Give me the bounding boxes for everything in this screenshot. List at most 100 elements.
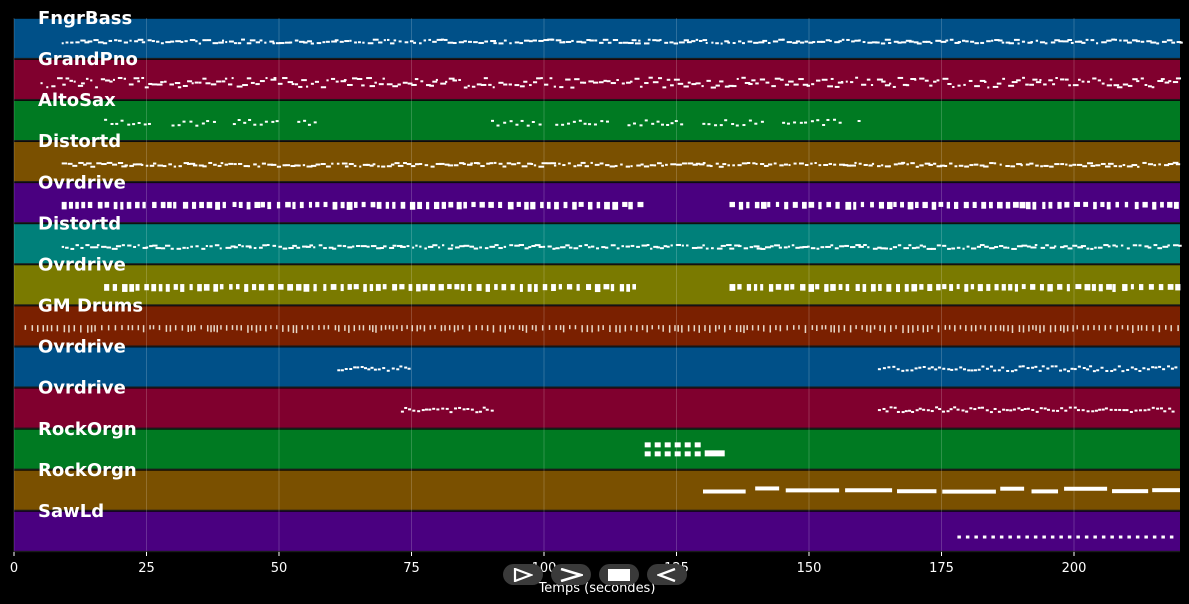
note [969, 407, 973, 410]
note [268, 284, 274, 291]
note [445, 80, 448, 83]
note [141, 76, 145, 79]
note [463, 40, 467, 43]
note [302, 245, 308, 248]
note [535, 325, 537, 332]
note [297, 120, 301, 123]
note [693, 325, 696, 332]
note [543, 245, 546, 248]
note [249, 39, 256, 42]
note [292, 244, 297, 247]
track-band [14, 142, 1180, 182]
note [941, 410, 945, 413]
note [695, 82, 701, 85]
note [332, 201, 338, 210]
note [1130, 366, 1134, 369]
play-button[interactable] [503, 564, 543, 585]
note [873, 325, 876, 330]
note [599, 41, 604, 44]
fast-forward-button[interactable] [551, 564, 591, 585]
note [422, 284, 428, 291]
note [816, 40, 823, 43]
note [597, 325, 600, 332]
note [1077, 246, 1083, 249]
note [1028, 325, 1030, 332]
note [253, 123, 257, 126]
note [397, 83, 401, 86]
note [354, 201, 358, 208]
note [897, 41, 902, 44]
note [970, 325, 973, 332]
note [1064, 201, 1070, 208]
note [127, 123, 131, 126]
note [634, 42, 641, 45]
note [469, 245, 475, 248]
note [948, 325, 951, 330]
note [467, 40, 472, 43]
track-band [14, 59, 1180, 100]
note [124, 164, 128, 167]
note [1101, 535, 1106, 539]
note [259, 80, 265, 83]
note [989, 247, 995, 250]
note [1104, 165, 1111, 168]
note [180, 284, 185, 292]
note [974, 42, 979, 45]
note [459, 162, 465, 165]
note [677, 325, 679, 332]
note [275, 120, 279, 123]
note [915, 165, 919, 168]
note [65, 77, 70, 80]
note [265, 77, 268, 80]
note [893, 201, 897, 208]
note [412, 409, 416, 412]
note [458, 78, 461, 81]
stop-button[interactable] [599, 564, 639, 585]
note [762, 39, 768, 42]
note [1080, 245, 1086, 248]
note [965, 325, 967, 332]
note [1172, 81, 1179, 84]
note [506, 162, 512, 165]
note [668, 325, 671, 333]
note [152, 244, 158, 247]
note [686, 41, 692, 44]
note [825, 39, 831, 42]
note [573, 247, 579, 250]
note [296, 284, 302, 291]
track-band [14, 224, 1180, 264]
note [367, 42, 374, 45]
note [858, 39, 861, 42]
note [1086, 368, 1090, 371]
note [604, 201, 610, 210]
note [68, 325, 70, 333]
note [659, 38, 662, 41]
note [795, 40, 801, 43]
note [727, 164, 730, 167]
note [494, 284, 498, 290]
note [342, 245, 347, 248]
note [175, 40, 181, 43]
note [999, 325, 1002, 331]
note [760, 284, 764, 291]
note [160, 42, 164, 45]
note [691, 83, 697, 86]
note [997, 201, 1003, 209]
note [858, 245, 864, 248]
note [964, 165, 969, 168]
note [445, 407, 449, 410]
note [594, 39, 598, 42]
note [664, 451, 671, 457]
rewind-button[interactable] [647, 564, 687, 585]
note [310, 42, 314, 45]
note [407, 367, 411, 370]
note [746, 284, 752, 291]
note [503, 245, 507, 248]
note [307, 40, 313, 43]
note [1174, 366, 1178, 369]
note [432, 244, 438, 247]
note [795, 246, 800, 249]
note [411, 325, 413, 332]
note [636, 325, 638, 332]
note [73, 80, 76, 83]
